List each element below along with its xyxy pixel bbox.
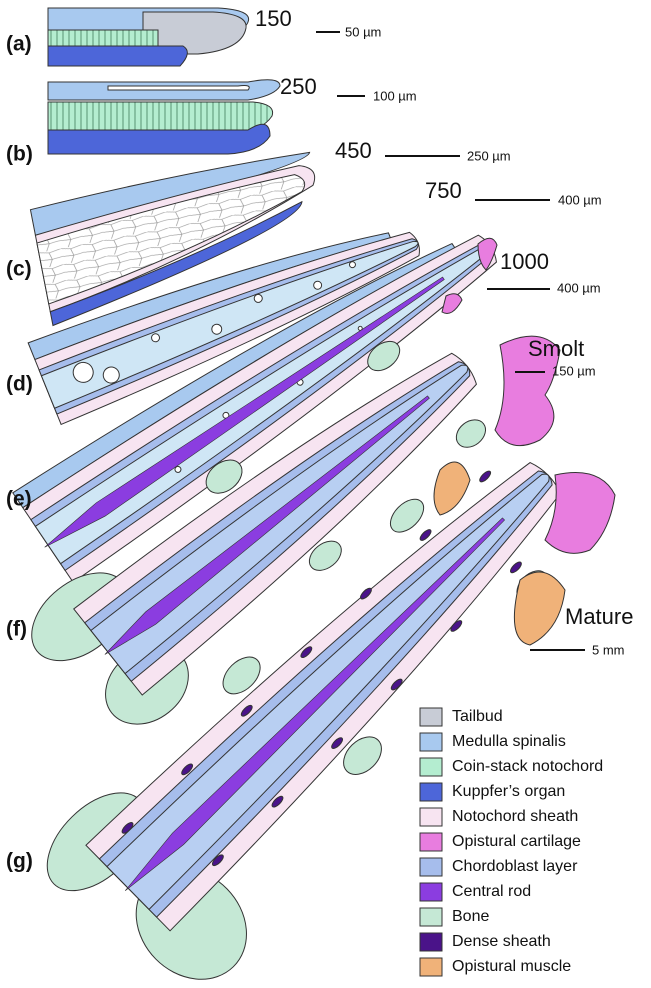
panel-label: (f) bbox=[6, 618, 27, 641]
legend-swatch bbox=[420, 708, 442, 726]
legend-swatch bbox=[420, 833, 442, 851]
legend-label: Coin-stack notochord bbox=[452, 758, 603, 775]
stage-label: 450 bbox=[335, 138, 372, 163]
scale-label: 250 µm bbox=[467, 148, 511, 163]
opistural-muscle bbox=[434, 462, 470, 515]
scale-label: 400 µm bbox=[558, 192, 602, 207]
panel-label: (e) bbox=[6, 488, 32, 511]
stage-label: 150 bbox=[255, 6, 292, 31]
legend-label: Chordoblast layer bbox=[452, 858, 578, 875]
panel-b-drawing bbox=[48, 80, 280, 154]
scale-label: 100 µm bbox=[373, 88, 417, 103]
legend-swatch bbox=[420, 733, 442, 751]
legend-label: Tailbud bbox=[452, 708, 503, 725]
panel-label: (g) bbox=[6, 850, 33, 873]
bone bbox=[384, 493, 429, 538]
scale-label: 150 µm bbox=[552, 363, 596, 378]
legend-label: Central rod bbox=[452, 883, 531, 900]
legend-swatch bbox=[420, 808, 442, 826]
panel-label: (c) bbox=[6, 258, 32, 281]
legend-label: Opistural muscle bbox=[452, 958, 571, 975]
legend-label: Medulla spinalis bbox=[452, 733, 566, 750]
stage-label: Smolt bbox=[528, 336, 584, 361]
dense-sheath bbox=[509, 560, 523, 574]
dense-sheath bbox=[478, 469, 492, 483]
stage-label: Mature bbox=[565, 604, 633, 629]
bone bbox=[451, 414, 491, 453]
legend-swatch bbox=[420, 908, 442, 926]
stage-label: 1000 bbox=[500, 249, 549, 274]
scale-label: 5 mm bbox=[592, 642, 625, 657]
stage-label: 250 bbox=[280, 74, 317, 99]
panel-label: (b) bbox=[6, 143, 33, 166]
stage-label: 750 bbox=[425, 178, 462, 203]
scale-label: 50 µm bbox=[345, 24, 381, 39]
notochord bbox=[48, 30, 158, 46]
legend-swatch bbox=[420, 958, 442, 976]
legend-label: Notochord sheath bbox=[452, 808, 578, 825]
legend-swatch bbox=[420, 758, 442, 776]
lumen bbox=[108, 86, 249, 91]
legend-label: Opistural cartilage bbox=[452, 833, 581, 850]
figure: (a) 150 50 µm (b) 250 100 µm (c) 450 250 µm (d) 75… bbox=[0, 0, 651, 988]
legend-label: Dense sheath bbox=[452, 933, 551, 950]
kuppfer bbox=[48, 46, 187, 66]
panel-label: (d) bbox=[6, 373, 33, 396]
opistural-muscle bbox=[514, 572, 565, 645]
panel-label: (a) bbox=[6, 33, 32, 56]
legend-swatch bbox=[420, 933, 442, 951]
panel-a-drawing bbox=[48, 8, 249, 66]
scale-label: 400 µm bbox=[557, 280, 601, 295]
notochord bbox=[48, 102, 273, 130]
legend-label: Kuppfer’s organ bbox=[452, 783, 565, 800]
legend-swatch bbox=[420, 783, 442, 801]
legend-swatch bbox=[420, 858, 442, 876]
legend-swatch bbox=[420, 883, 442, 901]
legend-label: Bone bbox=[452, 908, 489, 925]
